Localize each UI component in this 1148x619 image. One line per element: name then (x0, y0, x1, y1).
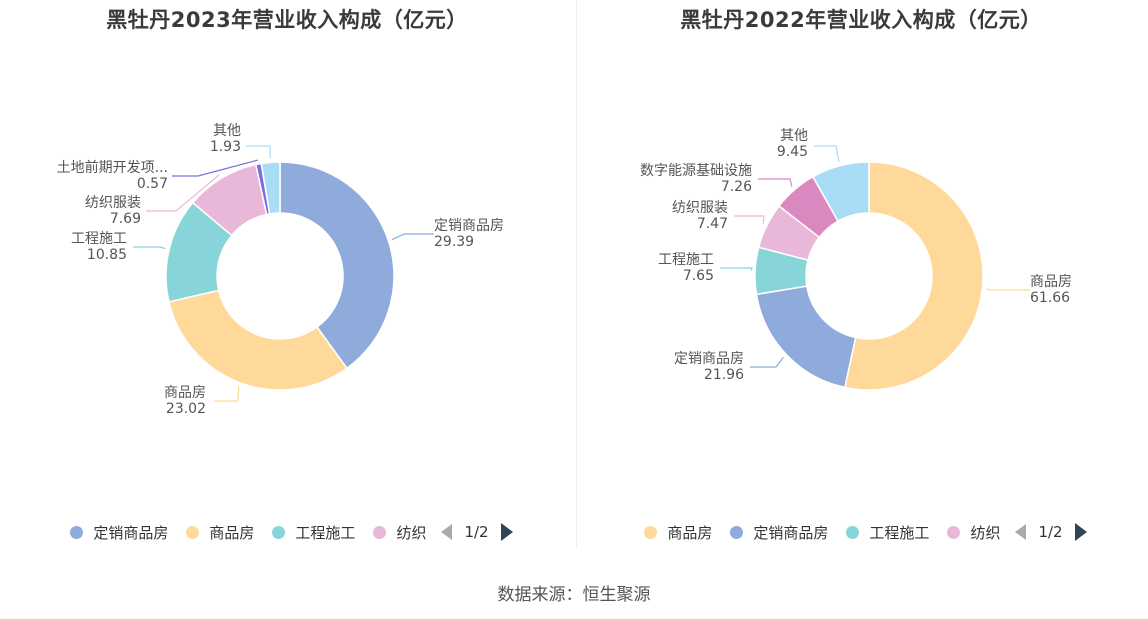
slice-value-label: 10.85 (87, 247, 127, 263)
pie-slice-其他[interactable] (811, 161, 870, 223)
leader-line (133, 246, 166, 250)
chart-legend: 定销商品房 商品房 工程施工 纺织 1/2 (0, 518, 574, 546)
legend-label: 纺织 (970, 523, 1001, 542)
slice-label: 其他 (213, 123, 241, 139)
leader-line (986, 288, 1030, 291)
legend-label: 商品房 (667, 523, 713, 542)
prev-page-icon[interactable] (441, 524, 453, 540)
legend-item[interactable]: 商品房 (644, 522, 712, 543)
legend-swatch (272, 525, 286, 539)
slice-label: 商品房 (1030, 274, 1072, 290)
slice-value-label: 7.65 (683, 268, 714, 284)
leader-line (720, 267, 753, 271)
leader-line (246, 145, 271, 159)
pie-slice-定销商品房[interactable] (755, 285, 857, 389)
leader-line (172, 159, 258, 177)
leader-line (391, 233, 434, 241)
legend-label: 商品房 (209, 523, 255, 542)
slice-value-label: 0.57 (137, 176, 168, 192)
leader-line (750, 356, 784, 368)
legend-label: 纺织 (396, 523, 427, 542)
leader-line (814, 145, 840, 162)
slice-label: 商品房 (164, 385, 206, 401)
legend-label: 工程施工 (295, 523, 356, 542)
slice-value-label: 1.93 (210, 139, 241, 155)
leader-line (758, 178, 793, 187)
legend-label: 定销商品房 (753, 523, 829, 542)
slice-label: 工程施工 (71, 231, 127, 247)
slice-label: 纺织服装 (85, 195, 141, 211)
slice-label: 纺织服装 (672, 200, 728, 216)
chart-title: 黑牡丹2023年营业收入构成（亿元） (106, 8, 468, 32)
slice-value-label: 7.47 (697, 216, 728, 232)
leader-line (214, 386, 240, 402)
slice-label: 定销商品房 (674, 351, 744, 367)
prev-page-icon[interactable] (1015, 524, 1027, 540)
next-page-icon[interactable] (1074, 523, 1087, 541)
chart-panel-2023: 黑牡丹2023年营业收入构成（亿元） 定销商品房 29.39 商品房 23.02 工程施… (0, 0, 574, 555)
legend-swatch (70, 525, 84, 539)
legend-item[interactable]: 商品房 (186, 522, 254, 543)
leader-line (146, 174, 220, 212)
legend-swatch (947, 525, 961, 539)
chart-panel-2022: 黑牡丹2022年营业收入构成（亿元） 商品房 61.66 定销商品房 21.96 工程施… (574, 0, 1148, 555)
chart-legend: 商品房 定销商品房 工程施工 纺织 1/2 (574, 518, 1148, 546)
legend-swatch (644, 525, 658, 539)
legend-swatch (846, 525, 860, 539)
pie-slice-定销商品房[interactable] (279, 161, 395, 370)
slice-value-label: 9.45 (777, 144, 808, 160)
legend-page-indicator: 1/2 (464, 523, 489, 541)
legend-swatch (373, 525, 387, 539)
slice-label: 其他 (780, 128, 808, 144)
legend-item[interactable]: 纺织 (373, 522, 426, 543)
legend-swatch (730, 525, 744, 539)
slice-value-label: 23.02 (166, 401, 206, 417)
pie-slice-其他[interactable] (260, 161, 281, 215)
slice-value-label: 7.69 (110, 211, 141, 227)
slice-value-label: 29.39 (434, 234, 474, 250)
slice-value-label: 21.96 (704, 367, 744, 383)
slice-label: 土地前期开发项... (57, 159, 168, 176)
leader-line (734, 215, 765, 224)
legend-item[interactable]: 定销商品房 (730, 522, 828, 543)
legend-item[interactable]: 纺织 (947, 522, 1000, 543)
slice-label: 定销商品房 (434, 218, 504, 234)
slice-label: 数字能源基础设施 (640, 162, 752, 179)
legend-page-indicator: 1/2 (1038, 523, 1063, 541)
slice-label: 工程施工 (658, 252, 714, 268)
legend-label: 工程施工 (869, 523, 930, 542)
legend-label: 定销商品房 (93, 523, 169, 542)
chart-title: 黑牡丹2022年营业收入构成（亿元） (680, 8, 1042, 32)
slice-value-label: 7.26 (721, 179, 752, 195)
panel-divider (576, 0, 577, 548)
next-page-icon[interactable] (500, 523, 513, 541)
legend-pager: 1/2 (1015, 523, 1087, 541)
pie-slice-商品房[interactable] (168, 289, 348, 391)
legend-item[interactable]: 工程施工 (272, 522, 355, 543)
legend-item[interactable]: 定销商品房 (70, 522, 168, 543)
legend-pager: 1/2 (441, 523, 513, 541)
legend-item[interactable]: 工程施工 (846, 522, 929, 543)
slice-value-label: 61.66 (1030, 290, 1070, 306)
data-source-note: 数据来源：恒生聚源 (497, 585, 651, 605)
pie-slice-商品房[interactable] (843, 161, 984, 391)
legend-swatch (186, 525, 200, 539)
